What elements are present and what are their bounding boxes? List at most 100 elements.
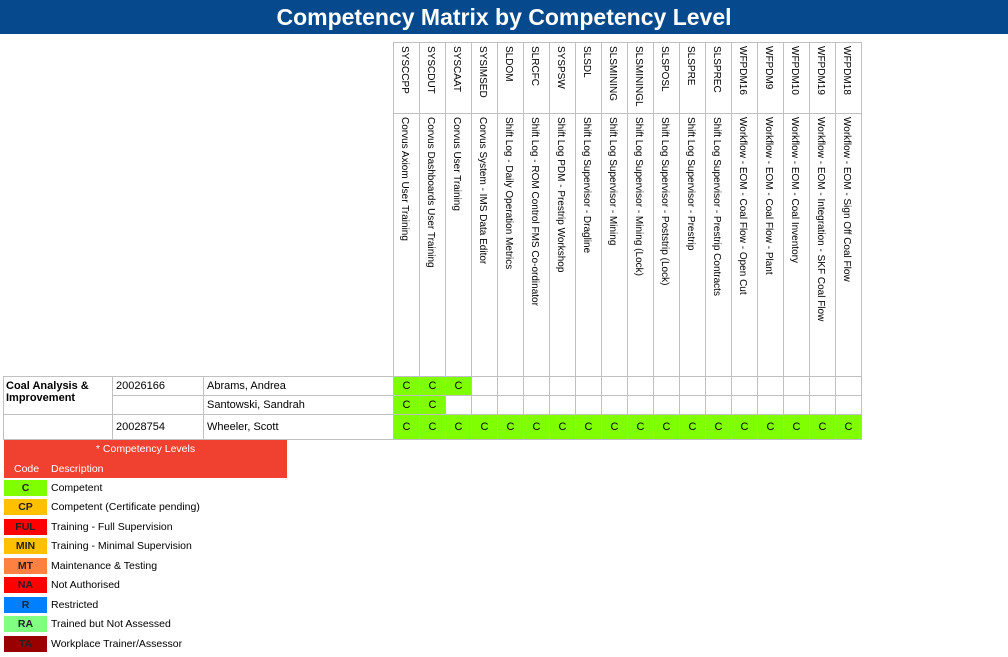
- competency-code-header: WFPDM18: [835, 42, 862, 114]
- competency-code: SYSCDUT: [425, 46, 436, 94]
- competency-cell: [601, 395, 628, 415]
- competency-cell: C: [549, 414, 576, 440]
- competency-code-header: WFPDM19: [809, 42, 836, 114]
- competency-cell: [783, 395, 810, 415]
- competency-description: Shift Log - Daily Operation Metrics: [503, 117, 514, 270]
- competency-cell: [549, 376, 576, 396]
- employee-id: [112, 395, 204, 415]
- competency-cell: C: [705, 414, 732, 440]
- legend-item: MIN Training - Minimal Supervision: [4, 537, 287, 557]
- competency-description: Workflow - EOM - Coal Flow - Plant: [763, 117, 774, 275]
- competency-cell: [523, 395, 550, 415]
- competency-cell: [783, 376, 810, 396]
- competency-cell: [835, 376, 862, 396]
- competency-description: Shift Log - ROM Control FMS Co-ordinator: [529, 117, 540, 306]
- competency-cell: C: [757, 414, 784, 440]
- competency-cell: C: [601, 414, 628, 440]
- competency-description-header: Workflow - EOM - Coal Flow - Open Cut: [731, 113, 758, 377]
- legend-item: FUL Training - Full Supervision: [4, 517, 287, 537]
- competency-code-header: WFPDM9: [757, 42, 784, 114]
- legend-description: Training - Full Supervision: [51, 520, 173, 533]
- table-row: Coal Analysis & Improvement 20026166 Abram…: [3, 376, 862, 415]
- competency-code-header: SYSCAAT: [445, 42, 472, 114]
- competency-code-header: SLSDL: [575, 42, 602, 114]
- competency-legend: * Competency Levels Code Description C Co…: [4, 440, 287, 654]
- legend-code-swatch: TA: [4, 635, 47, 652]
- competency-description-header: Corvus Dashboards User Training: [419, 113, 446, 377]
- competency-code-header: SLSPRE: [679, 42, 706, 114]
- competency-cell: [575, 395, 602, 415]
- competency-description-header: Workflow - EOM - Sign Off Coal Flow: [835, 113, 862, 377]
- competency-description: Workflow - EOM - Integration - SKF Coal …: [815, 117, 826, 322]
- competency-cell: [809, 395, 836, 415]
- competency-cell: [679, 395, 706, 415]
- competency-cell: [653, 395, 680, 415]
- competency-cell: C: [393, 414, 420, 440]
- competency-cell: [627, 376, 654, 396]
- competency-description-header: Workflow - EOM - Coal Inventory: [783, 113, 810, 377]
- competency-code: SYSCCPP: [399, 46, 410, 94]
- legend-title: * Competency Levels: [95, 443, 196, 455]
- competency-cell: C: [471, 414, 498, 440]
- legend-description: Competent (Certificate pending): [51, 501, 200, 514]
- legend-item: RA Trained but Not Assessed: [4, 615, 287, 635]
- competency-code-header: WFPDM10: [783, 42, 810, 114]
- legend-description: Restricted: [51, 598, 99, 611]
- employee-name: Wheeler, Scott: [203, 414, 394, 440]
- competency-code: SYSCAAT: [451, 46, 462, 92]
- legend-code-header: Code: [14, 463, 40, 475]
- competency-description-header: Shift Log Supervisor - Mining: [601, 113, 628, 377]
- competency-code-header: SYSCCPP: [393, 42, 420, 114]
- competency-description-header: Shift Log Supervisor - Poststrip (Lock): [653, 113, 680, 377]
- competency-cell: C: [497, 414, 524, 440]
- legend-code-swatch: RA: [4, 616, 47, 633]
- legend-code-swatch: MT: [4, 557, 47, 574]
- legend-item: NA Not Authorised: [4, 576, 287, 596]
- competency-cell: [731, 395, 758, 415]
- legend-code-swatch: CP: [4, 499, 47, 516]
- legend-description: Trained but Not Assessed: [51, 618, 171, 631]
- page-title: Competency Matrix by Competency Level: [0, 0, 1008, 34]
- competency-code-header: SYSCDUT: [419, 42, 446, 114]
- competency-description: Shift Log Supervisor - Mining (Lock): [633, 117, 644, 276]
- competency-cell: C: [575, 414, 602, 440]
- legend-header: * Competency Levels Code Description: [4, 440, 287, 478]
- group-name: Coal Analysis & Improvement: [3, 376, 113, 415]
- competency-code: SLSMININGL: [633, 46, 644, 107]
- competency-cell: [575, 376, 602, 396]
- competency-cell: [705, 395, 732, 415]
- competency-cell: C: [523, 414, 550, 440]
- competency-cell: C: [445, 376, 472, 396]
- competency-description: Corvus System - IMS Data Editor: [477, 117, 488, 265]
- legend-item: R Restricted: [4, 595, 287, 615]
- competency-cell: C: [393, 376, 420, 396]
- competency-code: SYSIMSED: [477, 46, 488, 98]
- competency-description-header: Shift Log - Daily Operation Metrics: [497, 113, 524, 377]
- competency-code-header: SLSMINING: [601, 42, 628, 114]
- competency-description: Shift Log Supervisor - Prestrip: [685, 117, 696, 251]
- competency-cell: C: [653, 414, 680, 440]
- competency-code: SLSPRE: [685, 46, 696, 86]
- legend-description: Not Authorised: [51, 579, 120, 592]
- competency-cell: C: [679, 414, 706, 440]
- competency-cell: [757, 395, 784, 415]
- legend-code-swatch: C: [4, 479, 47, 496]
- employee-name: Abrams, Andrea: [203, 376, 394, 396]
- competency-cell: [497, 376, 524, 396]
- competency-code: SLSPREC: [711, 46, 722, 93]
- competency-cell: C: [445, 414, 472, 440]
- competency-cell: C: [835, 414, 862, 440]
- description-header-row: Corvus Axiom User Training Corvus Dashboa…: [4, 113, 862, 377]
- competency-code-header: SLSPREC: [705, 42, 732, 114]
- competency-cell: C: [419, 395, 446, 415]
- table-row: 20028754 Wheeler, Scott C C C C C C C C C C C C C C C C C C: [3, 414, 862, 440]
- competency-cell: C: [731, 414, 758, 440]
- legend-description: Workplace Trainer/Assessor: [51, 637, 183, 650]
- legend-description: Training - Minimal Supervision: [51, 540, 192, 553]
- competency-cell: [809, 376, 836, 396]
- competency-code-header: SYSIMSED: [471, 42, 498, 114]
- competency-description-header: Shift Log - ROM Control FMS Co-ordinator: [523, 113, 550, 377]
- competency-code: SLSDL: [581, 46, 592, 78]
- competency-cell: [757, 376, 784, 396]
- competency-cell: [835, 395, 862, 415]
